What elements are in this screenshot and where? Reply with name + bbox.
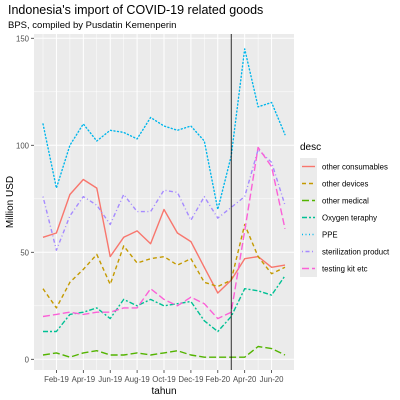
x-tick-label: Apr-20: [233, 375, 257, 384]
y-axis-ticks: 0 50 100 150: [16, 34, 34, 364]
y-tick-label: 0: [25, 355, 30, 364]
series-line-other-medical: [42, 345, 286, 358]
legend-title: desc: [300, 142, 321, 153]
y-tick-label: 100: [16, 141, 30, 150]
x-axis-ticks: Feb-19 Apr-19 Jun-19 Aug-19 Oct-19 Dec-19 Feb-…: [44, 370, 284, 384]
chart-subtitle: BPS, compiled by Pusdatin Kemenperin: [8, 20, 176, 31]
x-tick-label: Jun-19: [98, 375, 122, 384]
legend-key-bg: [300, 226, 317, 243]
legend-entry: Oxygen teraphy: [322, 214, 377, 223]
legend-entry: testing kit etc: [322, 265, 368, 274]
series-line-testing-kit-etc: [42, 146, 286, 320]
chart-title: Indonesia's import of COVID-19 related g…: [8, 3, 263, 17]
series-line-ppe: [42, 48, 286, 211]
legend-key-bg: [300, 209, 317, 226]
series-line-sterilization-product: [42, 148, 286, 251]
legend-entry: sterilization product: [322, 248, 390, 257]
x-tick-label: Feb-19: [44, 375, 69, 384]
x-tick-label: Feb-20: [205, 375, 230, 384]
series-layer: [42, 48, 286, 358]
legend-entry: other consumables: [322, 163, 388, 172]
x-tick-label: Dec-19: [178, 375, 203, 384]
legend-key-bg: [300, 175, 317, 192]
legend-entry: other medical: [322, 197, 369, 206]
x-tick-label: Apr-19: [72, 375, 95, 384]
series-line-other-devices: [42, 223, 286, 309]
series-line-other-consumables: [42, 178, 286, 294]
y-tick-label: 50: [20, 248, 29, 257]
series-line-oxygen-teraphy: [43, 275, 286, 333]
y-axis-label: Million USD: [5, 176, 16, 228]
major-gridlines: [34, 34, 294, 370]
legend: desc other consumables other devices other…: [300, 142, 390, 277]
x-tick-label: Jun-20: [260, 375, 285, 384]
x-tick-label: Aug-19: [125, 375, 150, 384]
y-tick-label: 150: [16, 34, 30, 43]
legend-entry: other devices: [322, 180, 368, 189]
x-tick-label: Oct-19: [152, 375, 175, 384]
x-axis-label: tahun: [151, 386, 176, 397]
legend-entry: PPE: [322, 231, 338, 240]
